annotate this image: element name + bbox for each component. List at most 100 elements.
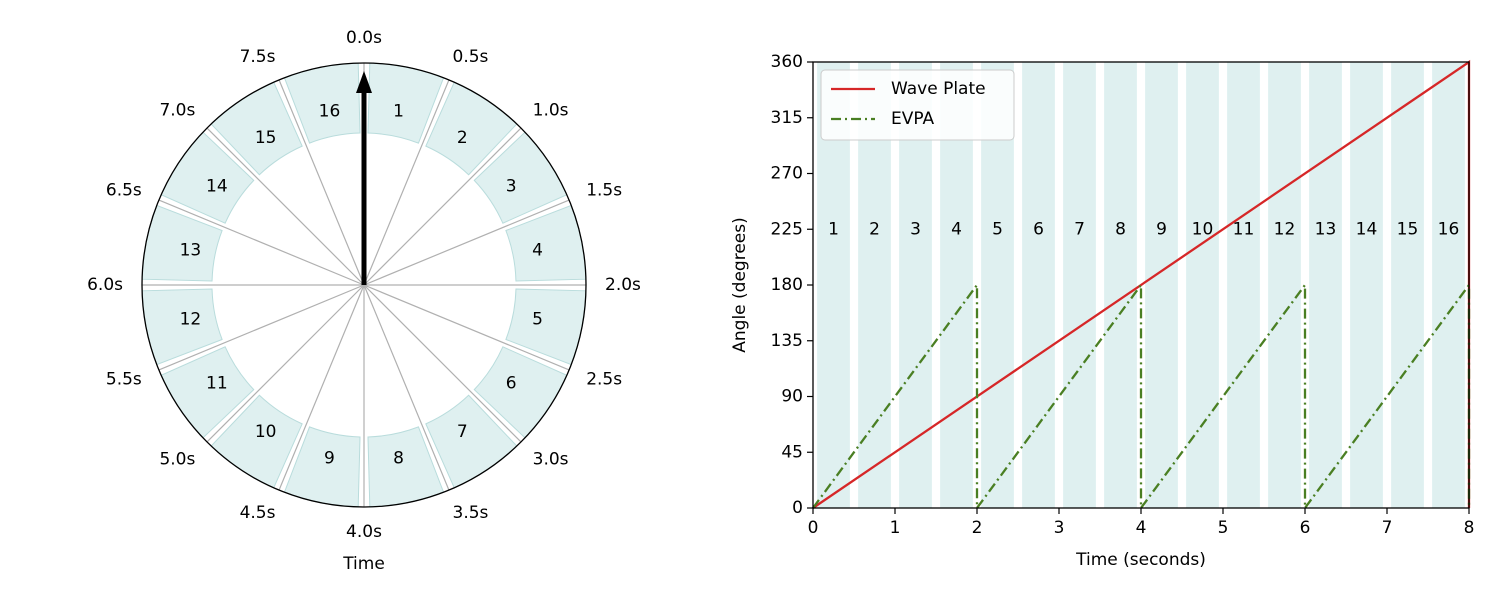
time-band — [1391, 62, 1424, 508]
band-label: 11 — [1233, 219, 1255, 239]
time-tick-label: 3.5s — [453, 503, 489, 523]
band-label: 13 — [1315, 219, 1337, 239]
time-tick-label: 6.0s — [87, 275, 123, 295]
time-tick-label: 0.0s — [346, 28, 382, 48]
band-label: 14 — [1356, 219, 1378, 239]
y-tick-label: 135 — [771, 331, 803, 351]
time-band — [1309, 62, 1342, 508]
y-tick-label: 360 — [771, 52, 803, 72]
band-label: 16 — [1438, 219, 1460, 239]
segment-label: 11 — [206, 373, 228, 393]
spoke-line — [363, 284, 450, 491]
x-tick-label: 4 — [1136, 518, 1147, 538]
spoke-line — [158, 199, 365, 286]
segment-label: 15 — [255, 128, 277, 148]
band-label: 10 — [1192, 219, 1214, 239]
segment-label: 12 — [180, 310, 202, 330]
time-tick-label: 5.0s — [159, 450, 195, 470]
segment-label: 2 — [457, 128, 468, 148]
time-tick-label: 2.5s — [586, 370, 622, 390]
band-label: 6 — [1033, 219, 1044, 239]
spoke-line — [363, 79, 450, 286]
line-chart: 1 2 3 4 5 6 7 8 9 10 11 12 13 14 15 160 1 2 3 4 5 6 7 804590135… — [730, 52, 1474, 570]
band-label: 5 — [992, 219, 1003, 239]
spoke-line — [363, 284, 570, 371]
segment-label: 10 — [255, 422, 277, 442]
time-band — [1104, 62, 1137, 508]
y-tick-label: 0 — [792, 498, 803, 518]
time-tick-label: 7.0s — [159, 100, 195, 120]
band-label: 12 — [1274, 219, 1296, 239]
segment-label: 3 — [506, 177, 517, 197]
band-label: 9 — [1156, 219, 1167, 239]
y-tick-label: 90 — [781, 387, 803, 407]
y-tick-label: 270 — [771, 164, 803, 184]
band-label: 3 — [910, 219, 921, 239]
time-band — [1268, 62, 1301, 508]
polar-chart: 123456789101112131415160.0s0.5s1.0s1.5s2… — [87, 28, 641, 574]
x-tick-label: 2 — [972, 518, 983, 538]
x-tick-label: 7 — [1382, 518, 1393, 538]
spoke-line — [363, 199, 570, 286]
time-band — [1432, 62, 1465, 508]
spoke-line — [278, 79, 365, 286]
segment-label: 16 — [319, 101, 341, 121]
y-tick-label: 180 — [771, 275, 803, 295]
band-label: 15 — [1397, 219, 1419, 239]
segment-label: 14 — [206, 177, 228, 197]
band-label: 1 — [828, 219, 839, 239]
legend-label: Wave Plate — [891, 79, 986, 99]
segment-label: 6 — [506, 373, 517, 393]
x-tick-label: 0 — [808, 518, 819, 538]
time-tick-label: 5.5s — [106, 370, 142, 390]
time-tick-label: 0.5s — [453, 47, 489, 67]
x-tick-label: 3 — [1054, 518, 1065, 538]
segment-label: 13 — [180, 240, 202, 260]
time-band — [1227, 62, 1260, 508]
time-tick-label: 3.0s — [533, 450, 569, 470]
spoke-line — [206, 127, 365, 286]
segment-label: 4 — [532, 240, 543, 260]
x-tick-label: 6 — [1300, 518, 1311, 538]
arrow-head — [356, 71, 372, 93]
y-tick-label: 225 — [771, 219, 803, 239]
spoke-line — [363, 284, 522, 443]
time-tick-label: 4.0s — [346, 522, 382, 542]
segment-label: 8 — [393, 449, 404, 469]
segment-label: 7 — [457, 422, 468, 442]
outer-circle — [141, 62, 587, 508]
spoke-line — [158, 284, 365, 371]
time-tick-label: 4.5s — [240, 503, 276, 523]
time-band — [1022, 62, 1055, 508]
time-band — [1145, 62, 1178, 508]
series-line — [812, 281, 1471, 512]
spoke-line — [278, 284, 365, 491]
band-label: 2 — [869, 219, 880, 239]
time-band — [1186, 62, 1219, 508]
y-tick-label: 315 — [771, 108, 803, 128]
segment-label: 1 — [393, 101, 404, 121]
time-tick-label: 7.5s — [240, 47, 276, 67]
x-tick-label: 5 — [1218, 518, 1229, 538]
legend: Wave Plate EVPA — [820, 69, 1015, 141]
time-tick-label: 6.5s — [106, 180, 142, 200]
x-tick-label: 1 — [890, 518, 901, 538]
legend-label: EVPA — [891, 109, 935, 129]
x-axis-label: Time — [342, 554, 385, 574]
time-band — [1063, 62, 1096, 508]
time-tick-label: 1.5s — [586, 180, 622, 200]
time-tick-label: 1.0s — [533, 100, 569, 120]
y-tick-label: 45 — [781, 442, 803, 462]
band-label: 4 — [951, 219, 962, 239]
band-label: 8 — [1115, 219, 1126, 239]
y-axis-label: Angle (degrees) — [730, 217, 750, 352]
time-band — [1350, 62, 1383, 508]
x-axis-label: Time (seconds) — [1075, 550, 1206, 570]
spoke-line — [363, 127, 522, 286]
band-label: 7 — [1074, 219, 1085, 239]
segment-label: 9 — [324, 449, 335, 469]
spoke-line — [206, 284, 365, 443]
legend-box — [820, 69, 1015, 141]
segment-label: 5 — [532, 310, 543, 330]
